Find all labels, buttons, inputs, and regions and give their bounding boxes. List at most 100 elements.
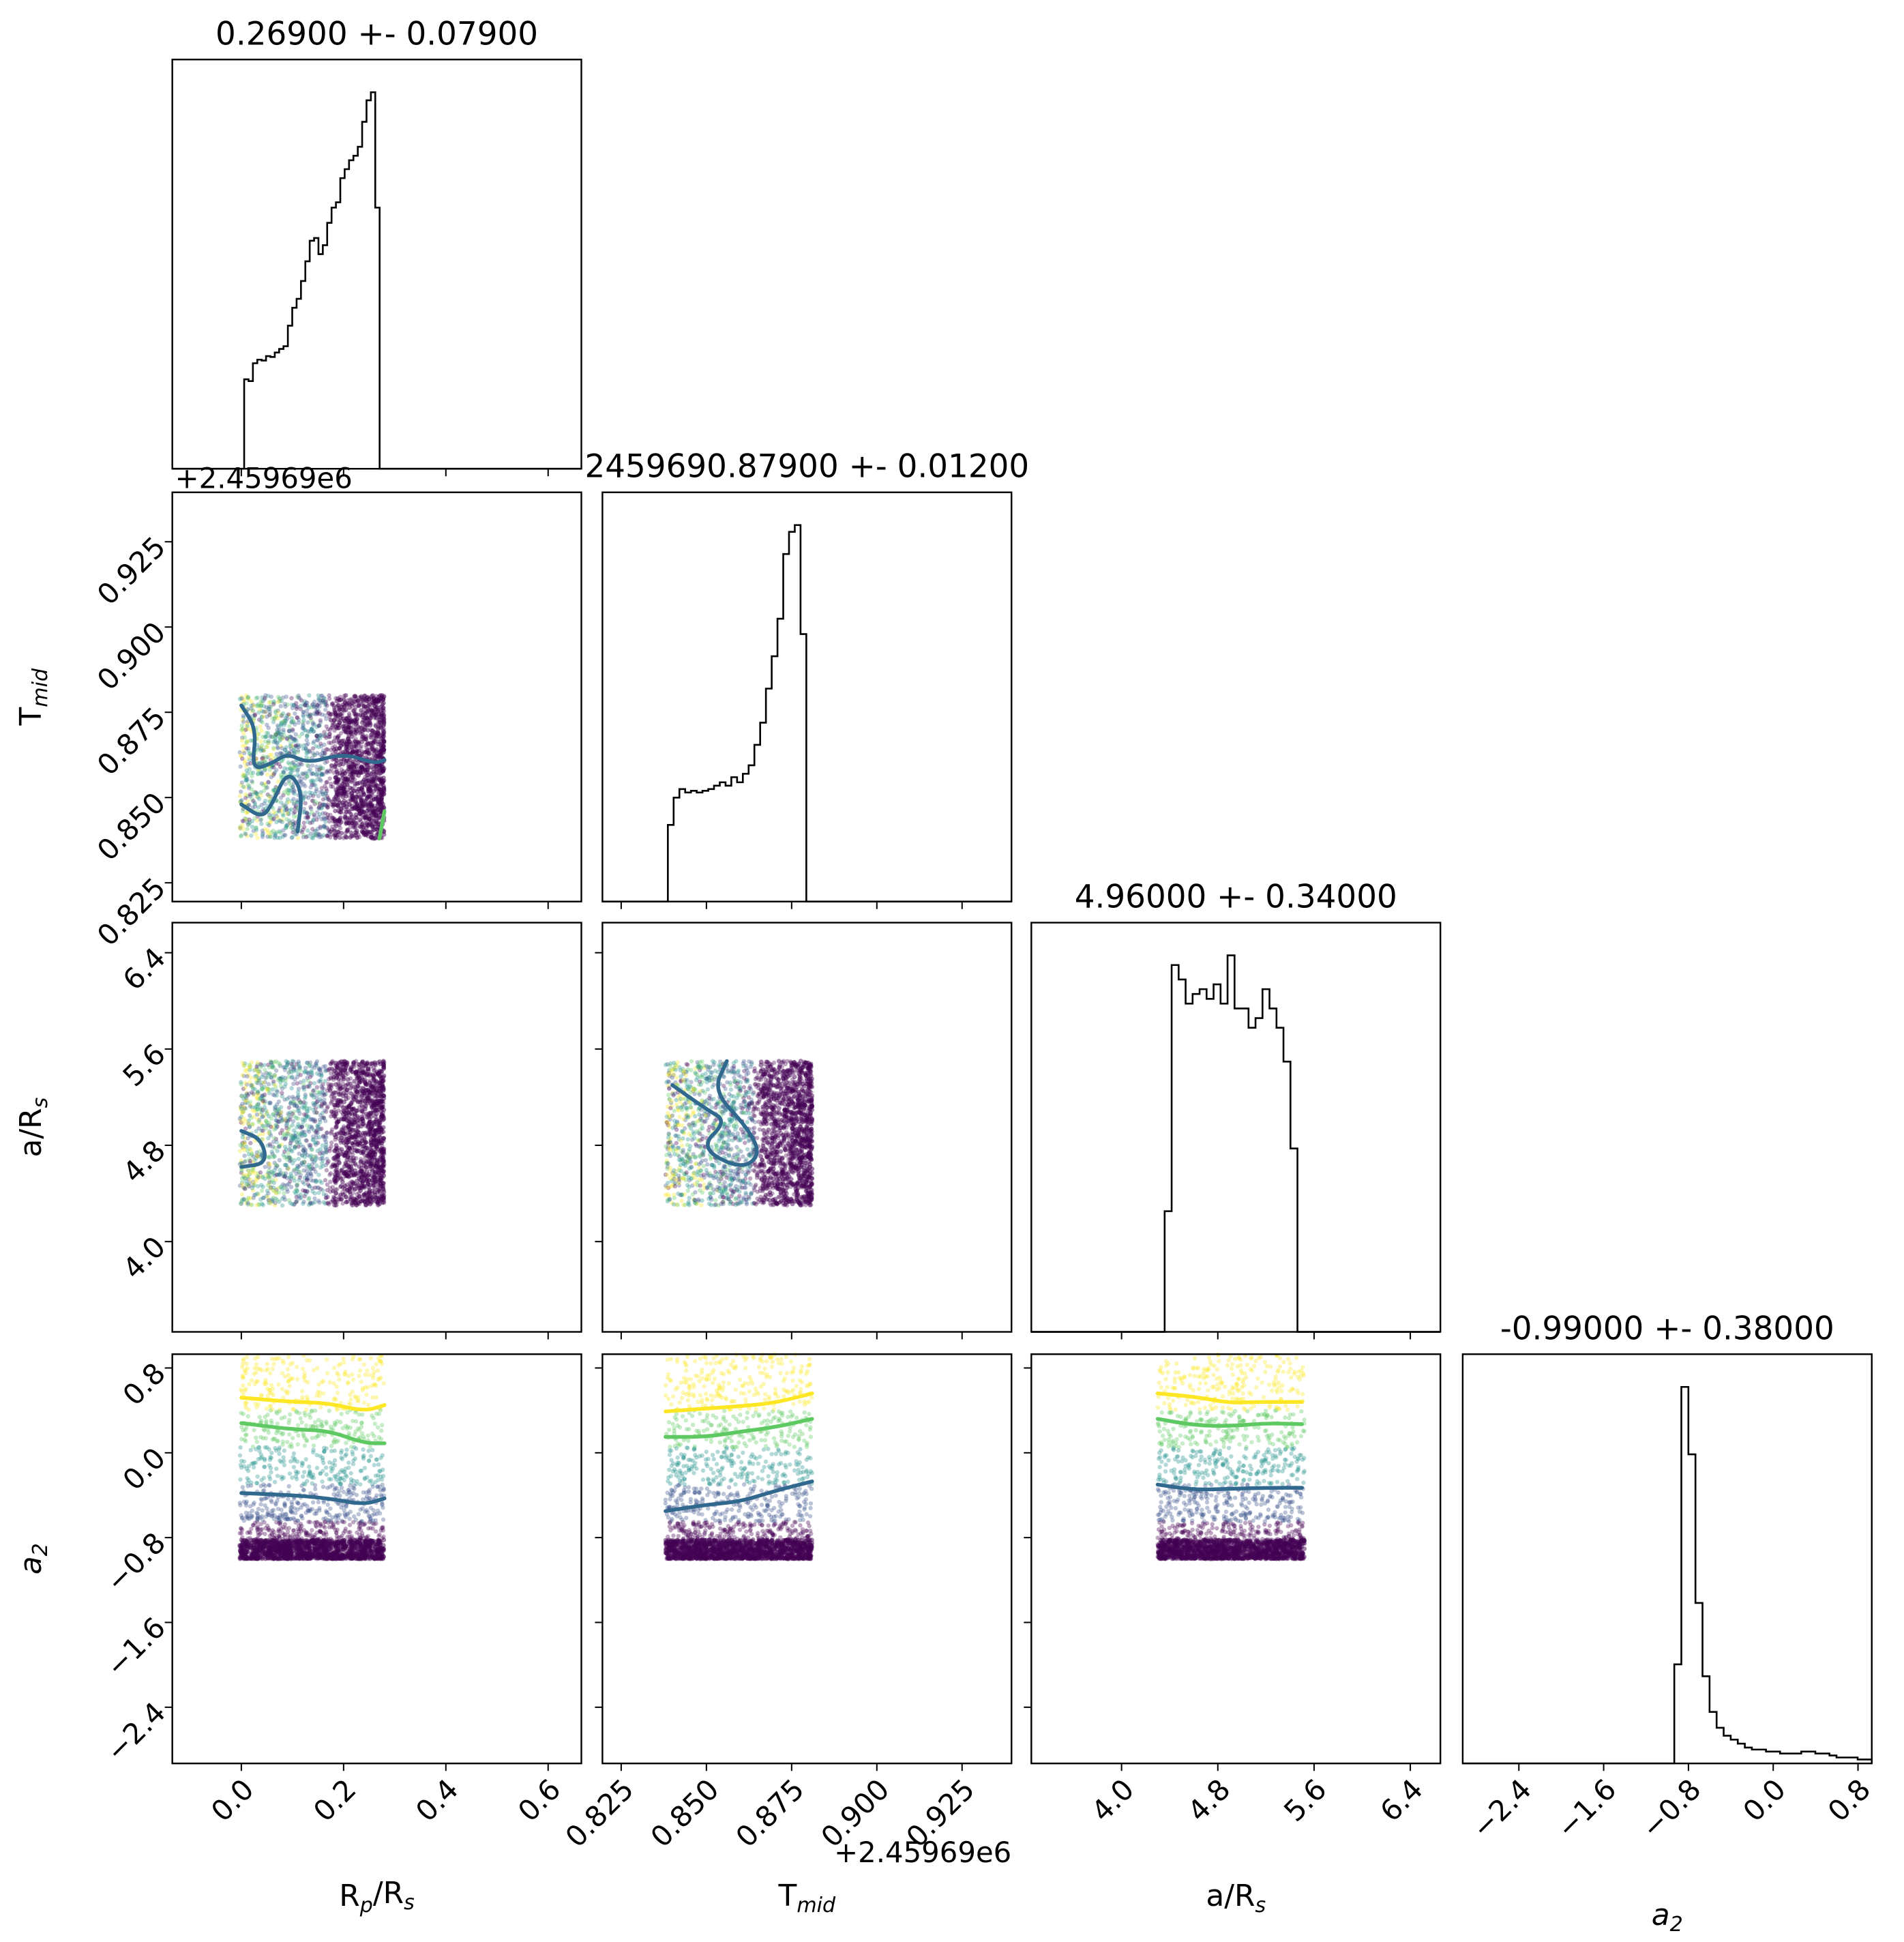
scatter-point [347,1126,352,1132]
scatter-point [353,1087,358,1093]
scatter-point [295,1081,300,1086]
scatter-point [348,1122,353,1128]
scatter-point [258,746,264,752]
scatter-point [273,732,278,737]
scatter-point [314,1110,319,1115]
scatter-point [278,1173,282,1177]
scatter-point [291,1168,297,1173]
scatter-point [348,1196,353,1202]
scatter-point [288,788,294,793]
scatter-point [291,1128,297,1133]
scatter-point [301,1085,306,1090]
scatter-point [286,1127,291,1132]
scatter-point [284,806,290,812]
scatter-point [331,703,336,708]
scatter-point [241,1116,246,1121]
scatter-point [303,834,309,840]
scatter-point [274,1068,279,1073]
scatter-point [372,1154,377,1160]
scatter-point [240,1072,245,1078]
scatter-point [372,756,378,761]
scatter-point [377,1149,383,1154]
scatter-point [292,1178,297,1183]
scatter-point [325,802,330,807]
scatter-point [316,793,321,799]
scatter-point [285,716,290,721]
scatter-point [348,797,354,803]
scatter-point [254,791,259,796]
scatter-point [255,1191,260,1196]
scatter-point [370,729,375,733]
scatter-point [323,707,328,712]
scatter-point [244,723,249,728]
scatter-point [344,1136,349,1141]
scatter-point [301,806,307,812]
scatter-point [310,1117,316,1122]
scatter-point [361,828,367,834]
scatter-point [354,1203,359,1208]
scatter-point [362,727,368,733]
scatter-point [243,1085,248,1090]
scatter-point [267,700,272,705]
scatter-point [327,734,332,739]
scatter-point [349,791,355,796]
scatter-point [374,1163,378,1168]
scatter-point [246,1136,250,1141]
scatter-point [312,752,316,757]
scatter-point [289,696,294,701]
scatter-point [318,718,323,723]
scatter-point [327,1173,332,1177]
scatter-point [301,746,306,751]
scatter-point [348,1184,354,1190]
scatter-point [359,786,364,791]
scatter-point [299,762,304,767]
scatter-point [297,1100,302,1105]
scatter-point [378,1099,384,1104]
scatter-point [271,787,276,793]
scatter-point [332,1094,337,1100]
scatter-point [243,1080,248,1085]
scatter-point [243,764,249,769]
scatter-point [304,754,309,759]
scatter-point [267,834,273,839]
scatter-point [300,720,306,724]
scatter-point [243,832,248,837]
scatter-point [352,806,357,811]
scatter-point [305,763,310,767]
scatter-point [380,701,385,707]
scatter-point [255,1060,260,1065]
scatter-point [316,1173,321,1177]
scatter-point [295,1189,299,1194]
scatter-point [265,714,269,719]
scatter-point [261,807,266,812]
scatter-point [321,797,326,802]
scatter-point [271,739,276,744]
scatter-point [323,761,328,765]
scatter-point [241,1172,246,1177]
scatter-point [352,1078,357,1084]
scatter-point [354,828,359,834]
scatter-point [360,1093,366,1098]
scatter-point [261,1184,265,1190]
scatter-point [288,1110,293,1115]
scatter-point [342,802,347,808]
scatter-point [273,1145,278,1151]
scatter-point [316,774,321,779]
scatter-point [253,1171,258,1176]
scatter-point [249,1203,254,1207]
scatter-point [372,1093,377,1098]
scatter-point [315,711,320,716]
scatter-point [269,705,273,709]
scatter-point [310,1137,315,1143]
scatter-point [314,1085,320,1090]
scatter-point [371,1182,376,1188]
scatter-point [311,833,316,838]
scatter-point [368,1080,372,1085]
scatter-point [241,1141,247,1145]
scatter-point [315,1148,320,1153]
scatter-point [270,1087,275,1092]
scatter-point [298,703,303,709]
scatter-point [339,1196,344,1202]
scatter-point [266,1072,271,1077]
scatter-point [278,795,284,800]
